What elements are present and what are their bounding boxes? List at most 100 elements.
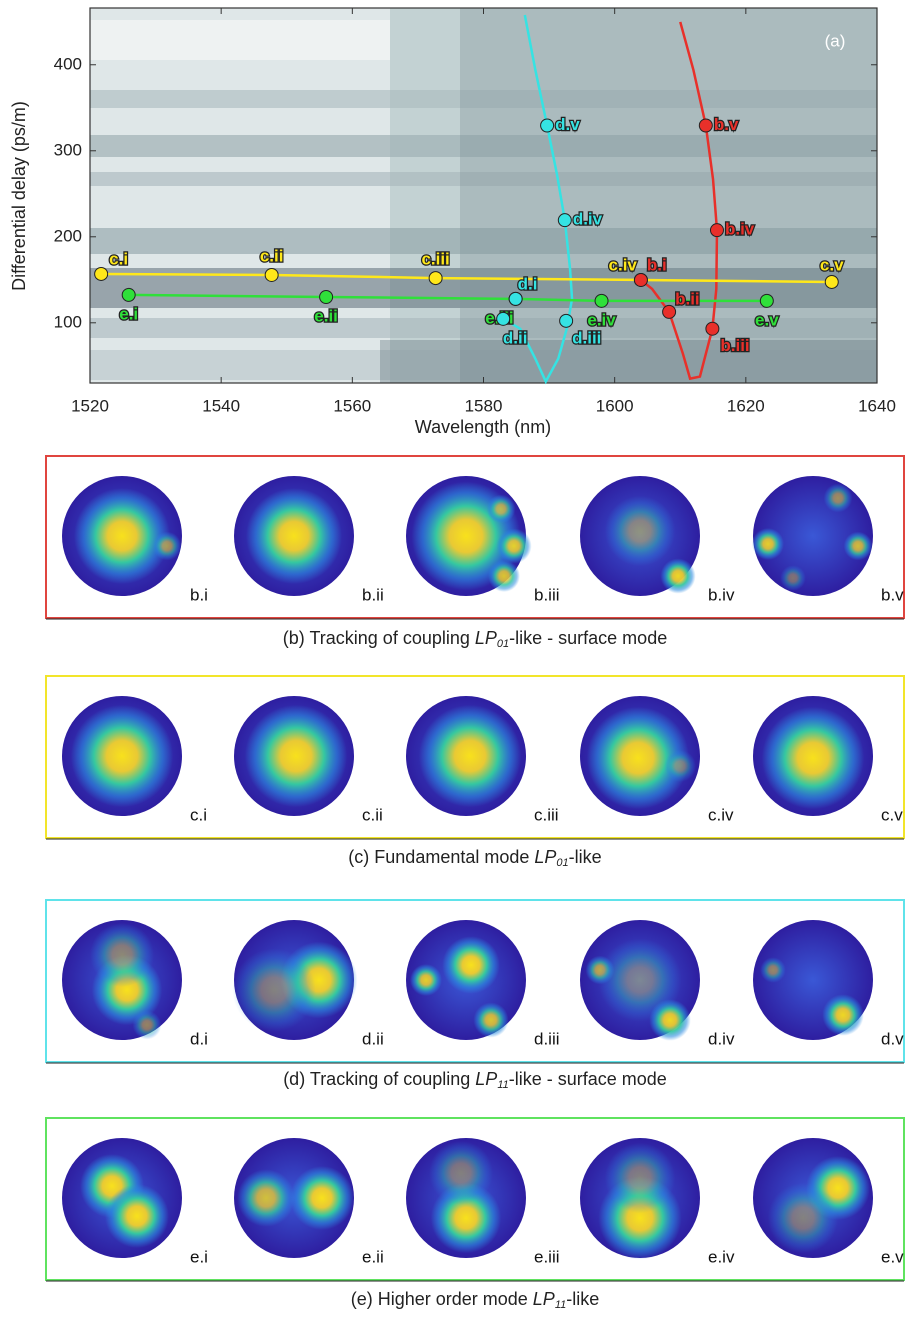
mode-intensity <box>237 1169 295 1227</box>
mode-intensity <box>71 705 173 807</box>
panel-caption: (b) Tracking of coupling LP01-like - sur… <box>283 628 667 650</box>
mode-intensity <box>768 1183 838 1253</box>
mode-intensity <box>605 496 675 566</box>
mode-intensity <box>246 488 342 584</box>
mode-label: d.iv <box>708 1029 735 1048</box>
y-tick-label: 200 <box>54 226 82 245</box>
point-label: d.i <box>518 274 538 293</box>
point <box>699 119 712 132</box>
mode-label: d.i <box>190 1029 208 1048</box>
point <box>760 294 773 307</box>
mode-intensity <box>598 938 681 1021</box>
caption-part: 01 <box>556 857 568 869</box>
caption-part: LP <box>475 1069 497 1089</box>
caption-part: LP <box>475 628 497 648</box>
mode-intensity <box>232 948 315 1031</box>
page: (a) Wavelength (nm) Differential delay (… <box>0 0 907 1317</box>
point <box>429 272 442 285</box>
mode-intensity <box>488 560 520 592</box>
point-label: e.iv <box>587 310 616 329</box>
panel-annotation: (a) <box>825 31 846 50</box>
mode-label: d.v <box>881 1029 904 1048</box>
mode-label: d.ii <box>362 1029 384 1048</box>
mode-intensity <box>822 994 864 1036</box>
mode-intensity <box>133 1011 162 1040</box>
mode-intensity <box>660 558 695 593</box>
point-label: b.iii <box>720 336 749 355</box>
mode-intensity <box>752 528 784 560</box>
mode-label: b.iii <box>534 585 560 604</box>
mode-intensity <box>105 1184 169 1248</box>
point-label: d.v <box>555 115 580 134</box>
mode-intensity <box>844 532 873 561</box>
point <box>265 268 278 281</box>
x-tick-label: 1520 <box>71 396 109 415</box>
mode-intensity <box>780 565 806 591</box>
point <box>541 119 554 132</box>
mode-label: e.ii <box>362 1247 384 1266</box>
point-label: d.iv <box>573 210 603 229</box>
mode-intensity <box>419 705 521 807</box>
x-tick-label: 1600 <box>596 396 634 415</box>
mode-intensity <box>90 923 154 987</box>
mode-intensity <box>605 1143 675 1213</box>
mode-label: e.v <box>881 1247 904 1266</box>
caption-part: -like <box>566 1289 599 1309</box>
x-tick-label: 1560 <box>333 396 371 415</box>
panel-caption: (c) Fundamental mode LP01-like <box>348 847 601 869</box>
caption-part: (d) Tracking of coupling <box>283 1069 475 1089</box>
mode-intensity <box>487 495 516 524</box>
x-tick-label: 1620 <box>727 396 765 415</box>
point <box>595 294 608 307</box>
caption-part: LP <box>534 847 556 867</box>
point-label: c.i <box>109 249 128 268</box>
point-label: b.i <box>647 255 667 274</box>
panel-caption: (d) Tracking of coupling LP11-like - sur… <box>283 1069 667 1091</box>
mode-label: b.ii <box>362 585 384 604</box>
point-label: e.i <box>119 304 138 323</box>
mode-intensity <box>290 1166 354 1230</box>
mode-intensity <box>760 957 786 983</box>
mode-intensity <box>824 484 853 513</box>
point <box>320 290 333 303</box>
point-label: b.ii <box>675 289 700 308</box>
y-tick-label: 300 <box>54 140 82 159</box>
mode-intensity <box>410 964 442 996</box>
point <box>663 305 676 318</box>
mode-label: b.i <box>190 585 208 604</box>
point-label: e.v <box>755 310 779 329</box>
panel-caption: (e) Higher order mode LP11-like <box>351 1289 600 1311</box>
point <box>558 214 571 227</box>
mode-intensity <box>245 705 347 807</box>
caption-part: -like - surface mode <box>509 1069 667 1089</box>
caption-part: 01 <box>497 638 509 650</box>
mode-label: e.iii <box>534 1247 560 1266</box>
mode-intensity <box>429 1141 493 1205</box>
mode-label: e.iv <box>708 1247 735 1266</box>
mode-intensity <box>496 528 531 563</box>
point <box>122 288 135 301</box>
mode-label: e.i <box>190 1247 208 1266</box>
mode-intensity <box>442 936 500 994</box>
mode-label: b.v <box>881 585 904 604</box>
y-tick-label: 400 <box>54 54 82 73</box>
x-tick-label: 1540 <box>202 396 240 415</box>
point-label: b.v <box>714 115 739 134</box>
caption-part: (e) Higher order mode <box>351 1289 533 1309</box>
mode-intensity <box>664 750 696 782</box>
mode-label: c.iv <box>708 805 734 824</box>
x-tick-label: 1640 <box>858 396 896 415</box>
point-label: c.iii <box>421 250 449 269</box>
mode-intensity <box>473 1002 508 1037</box>
point-label: d.ii <box>503 328 528 347</box>
caption-part: 11 <box>497 1079 508 1091</box>
caption-part: -like <box>569 847 602 867</box>
point <box>825 275 838 288</box>
mode-label: c.ii <box>362 805 383 824</box>
point <box>634 273 647 286</box>
point <box>706 322 719 335</box>
figure: (a) Wavelength (nm) Differential delay (… <box>0 0 907 1317</box>
point-label: c.v <box>820 255 844 274</box>
point-label: e.ii <box>314 306 338 325</box>
caption-part: (c) Fundamental mode <box>348 847 534 867</box>
